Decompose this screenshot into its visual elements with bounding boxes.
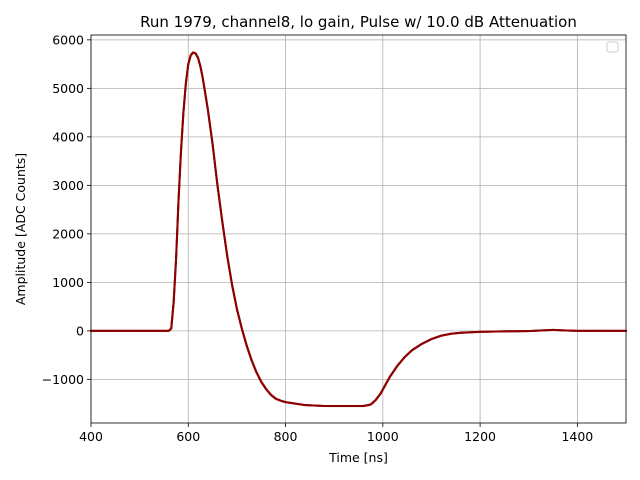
x-tick-label: 800 [274, 429, 298, 444]
x-tick-label: 1000 [367, 429, 399, 444]
data-points [90, 51, 627, 408]
plot-frame [90, 34, 627, 424]
y-tick-label: 6000 [52, 32, 84, 47]
y-tick-label: 3000 [52, 178, 84, 193]
x-tick-label: 400 [79, 429, 103, 444]
grid [90, 35, 626, 423]
x-tick-label: 600 [176, 429, 200, 444]
y-tick-label: 4000 [52, 129, 84, 144]
legend-box [606, 41, 619, 53]
x-tick-label: 1400 [561, 429, 593, 444]
y-tick-label: 1000 [52, 275, 84, 290]
y-axis-ticks: −1000 0 1000 2000 3000 4000 5000 6000 [42, 32, 91, 387]
chart-title: Run 1979, channel8, lo gain, Pulse w/ 10… [140, 13, 577, 31]
x-tick-label: 1200 [464, 429, 496, 444]
y-tick-label: −1000 [42, 372, 84, 387]
x-axis-ticks: 400 600 800 1000 1200 1400 [79, 423, 593, 444]
x-axis-label: Time [ns] [328, 450, 388, 465]
y-axis-label: Amplitude [ADC Counts] [13, 153, 28, 305]
y-tick-label: 0 [76, 323, 84, 338]
y-tick-label: 5000 [52, 81, 84, 96]
y-tick-label: 2000 [52, 226, 84, 241]
